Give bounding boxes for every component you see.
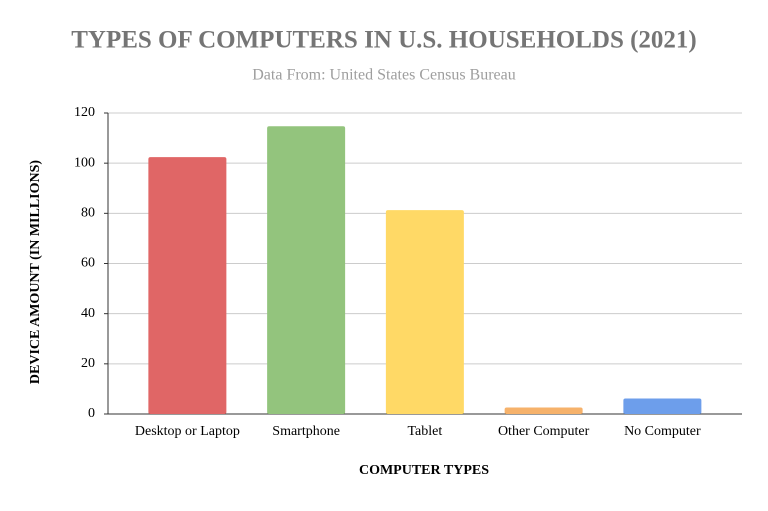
bar — [148, 157, 227, 414]
bar — [504, 407, 583, 414]
y-axis-title: DEVICE AMOUNT (IN MILLIONS) — [28, 160, 43, 384]
bar — [385, 210, 464, 414]
x-axis-title: COMPUTER TYPES — [359, 463, 489, 478]
x-tick-label: Smartphone — [272, 424, 340, 439]
x-tick-label: Tablet — [407, 424, 442, 439]
x-tick-label: Other Computer — [498, 424, 590, 439]
chart-subtitle: Data From: United States Census Bureau — [252, 67, 516, 84]
y-tick-label: 80 — [81, 206, 95, 221]
y-tick-label: 0 — [88, 406, 95, 421]
y-tick-label: 100 — [74, 155, 95, 170]
y-tick-label: 40 — [81, 306, 95, 321]
y-tick-label: 60 — [81, 256, 95, 271]
y-tick-label: 20 — [81, 356, 95, 371]
bar — [267, 126, 346, 415]
x-tick-label: Desktop or Laptop — [135, 424, 240, 439]
chart-title: TYPES OF COMPUTERS IN U.S. HOUSEHOLDS (2… — [71, 27, 697, 54]
bar — [623, 398, 702, 414]
y-tick-label: 120 — [74, 105, 95, 120]
x-tick-label: No Computer — [624, 424, 701, 439]
